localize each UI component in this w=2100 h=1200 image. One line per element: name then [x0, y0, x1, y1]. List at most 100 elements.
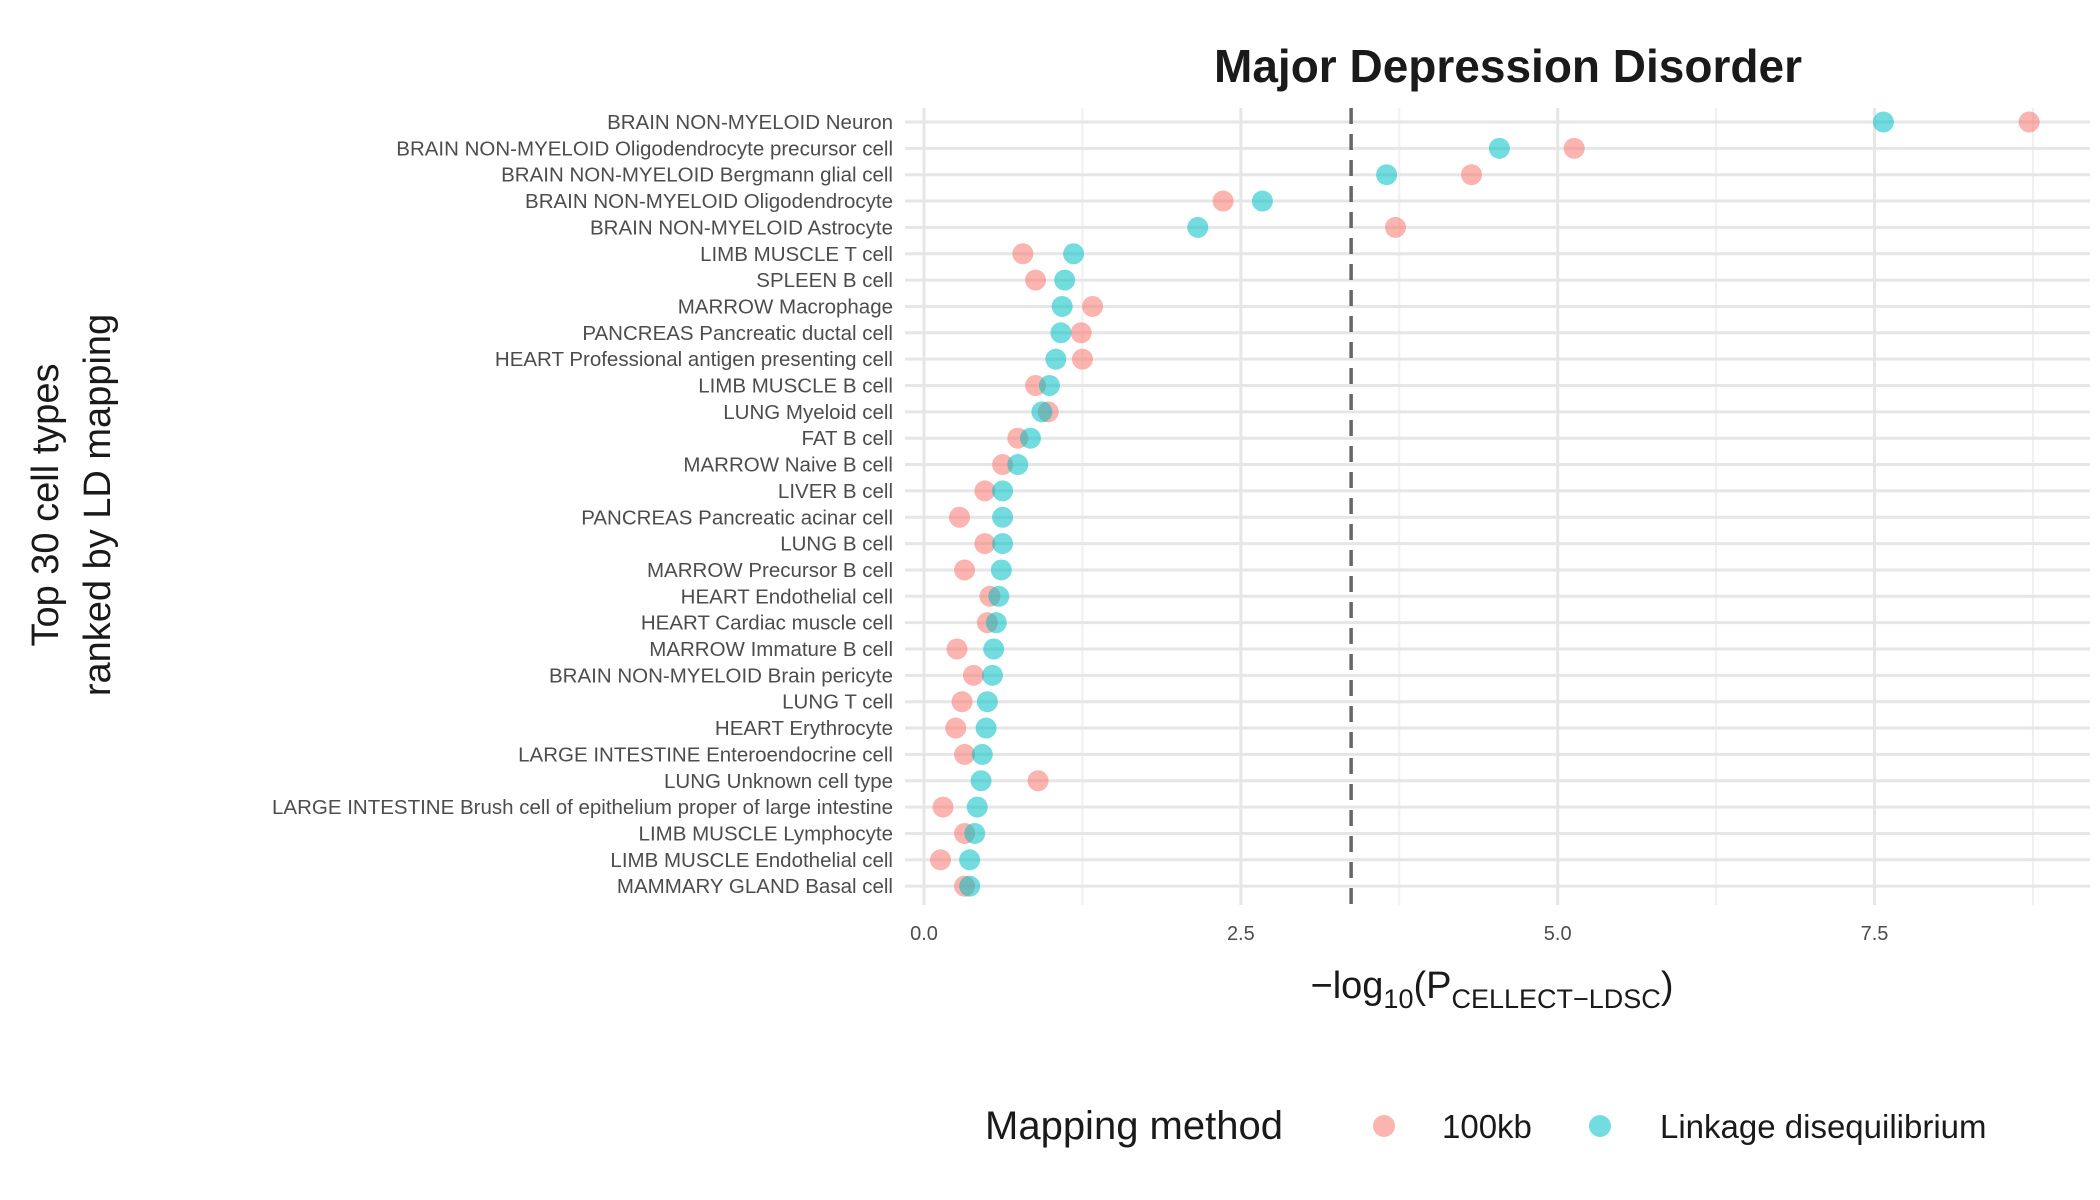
y-tick-labels: BRAIN NON-MYELOID Neuron BRAIN NON-MYELOI…: [272, 111, 893, 898]
data-point-100kb: [945, 717, 967, 739]
y-tick-label: LARGE INTESTINE Enteroendocrine cell: [518, 743, 893, 766]
data-point-100kb: [1461, 164, 1483, 186]
data-point-ld: [1376, 164, 1398, 186]
data-point-ld: [992, 506, 1014, 528]
data-point-100kb: [2018, 111, 2040, 133]
y-tick-label: BRAIN NON-MYELOID Oligodendrocyte precur…: [396, 137, 893, 160]
chart-title: Major Depression Disorder: [1214, 40, 1802, 92]
x-axis-label-open: (P: [1413, 965, 1451, 1007]
y-tick-label: MARROW Macrophage: [678, 295, 893, 318]
data-point-100kb: [1025, 269, 1047, 291]
x-tick-label: 7.5: [1861, 923, 1889, 945]
data-point-100kb: [992, 454, 1014, 476]
data-point-100kb: [954, 559, 976, 581]
data-point-ld: [966, 796, 988, 818]
data-point-100kb: [1027, 770, 1049, 792]
data-point-ld: [1019, 427, 1041, 449]
x-tick-label: 5.0: [1544, 923, 1572, 945]
y-tick-label: MAMMARY GLAND Basal cell: [617, 875, 893, 898]
data-point-ld: [1054, 269, 1076, 291]
y-tick-label: LARGE INTESTINE Brush cell of epithelium…: [272, 796, 893, 819]
y-tick-label: MARROW Naive B cell: [683, 454, 893, 477]
y-tick-label: HEART Cardiac muscle cell: [641, 612, 893, 635]
data-point-ld: [975, 717, 997, 739]
data-point-ld: [1031, 401, 1053, 423]
data-point-ld: [988, 585, 1010, 607]
data-point-ld: [964, 822, 986, 844]
data-point-ld: [959, 875, 981, 897]
data-point-ld: [981, 664, 1003, 686]
data-point-ld: [985, 612, 1007, 634]
data-point-ld: [992, 533, 1014, 555]
y-tick-label: LIMB MUSCLE Lymphocyte: [639, 822, 893, 845]
y-tick-label: LIMB MUSCLE Endothelial cell: [610, 849, 893, 872]
data-point-ld: [983, 638, 1005, 660]
data-point-ld: [1007, 454, 1029, 476]
data-point-ld: [992, 480, 1014, 502]
data-points: [929, 111, 2040, 897]
data-point-100kb: [1384, 216, 1406, 238]
data-point-100kb: [954, 743, 976, 765]
data-point-100kb: [948, 506, 970, 528]
data-point-ld: [1038, 375, 1060, 396]
data-point-ld: [1488, 137, 1510, 159]
data-point-100kb: [1082, 295, 1104, 317]
legend-label-linkage-disequilibrium: Linkage disequilibrium: [1660, 1108, 1987, 1145]
x-axis-label-prefix: −log: [1311, 965, 1384, 1007]
data-point-ld: [990, 559, 1012, 581]
data-point-ld: [1050, 322, 1072, 344]
y-axis-label-line-2: ranked by LD mapping: [77, 314, 119, 696]
y-tick-label: BRAIN NON-MYELOID Astrocyte: [590, 216, 893, 239]
x-axis-label-sub1: 10: [1383, 984, 1413, 1014]
data-point-100kb: [1012, 243, 1034, 265]
data-point-100kb: [946, 638, 968, 660]
data-point-ld: [976, 691, 998, 713]
data-point-100kb: [951, 691, 973, 713]
data-point-ld: [1187, 216, 1209, 238]
y-tick-label: BRAIN NON-MYELOID Brain pericyte: [549, 664, 893, 687]
y-tick-label: LUNG B cell: [780, 533, 893, 556]
x-tick-label: 0.0: [910, 923, 938, 945]
data-point-ld: [1251, 190, 1273, 212]
y-tick-label: SPLEEN B cell: [756, 269, 893, 292]
legend-marker-linkage-disequilibrium: [1589, 1115, 1611, 1137]
data-point-100kb: [962, 664, 984, 686]
data-point-ld: [971, 743, 993, 765]
data-point-ld: [1045, 348, 1067, 370]
x-axis-label: −log10(PCELLECT−LDSC): [1311, 965, 1674, 1014]
x-tick-labels: 0.0 2.5 5.0 7.5: [910, 923, 1888, 945]
y-tick-label: LIMB MUSCLE B cell: [698, 375, 893, 398]
data-point-100kb: [1212, 190, 1234, 212]
y-tick-label: BRAIN NON-MYELOID Oligodendrocyte: [525, 190, 893, 213]
data-point-100kb: [932, 796, 954, 818]
y-tick-label: PANCREAS Pancreatic ductal cell: [582, 322, 893, 345]
data-point-ld: [959, 849, 981, 871]
y-tick-label: PANCREAS Pancreatic acinar cell: [581, 506, 893, 529]
data-point-ld: [1872, 111, 1894, 133]
data-point-100kb: [1563, 137, 1585, 159]
x-axis-label-sub2: CELLECT−LDSC: [1451, 984, 1660, 1014]
y-tick-label: BRAIN NON-MYELOID Bergmann glial cell: [501, 164, 893, 187]
legend-marker-100kb: [1373, 1115, 1395, 1137]
y-tick-label: MARROW Precursor B cell: [647, 559, 893, 582]
y-tick-label: LIMB MUSCLE T cell: [700, 243, 893, 266]
data-point-ld: [1063, 243, 1085, 265]
data-point-100kb: [974, 533, 996, 555]
legend-title: Mapping method: [985, 1104, 1283, 1148]
y-tick-label: HEART Professional antigen presenting ce…: [495, 348, 893, 371]
data-point-100kb: [974, 480, 996, 502]
y-tick-label: LUNG Myeloid cell: [723, 401, 893, 424]
data-point-100kb: [1070, 322, 1092, 344]
data-point-100kb: [929, 849, 951, 871]
data-point-100kb: [1071, 348, 1093, 370]
x-tick-label: 2.5: [1227, 923, 1255, 945]
legend-label-100kb: 100kb: [1442, 1108, 1532, 1145]
y-tick-label: FAT B cell: [801, 427, 893, 450]
y-tick-label: BRAIN NON-MYELOID Neuron: [607, 111, 893, 134]
y-tick-label: HEART Erythrocyte: [715, 717, 893, 740]
y-tick-label: MARROW Immature B cell: [649, 638, 893, 661]
y-tick-label: LIVER B cell: [778, 480, 893, 503]
data-point-ld: [970, 770, 992, 792]
legend: Mapping method 100kb Linkage disequilibr…: [985, 1104, 1987, 1148]
